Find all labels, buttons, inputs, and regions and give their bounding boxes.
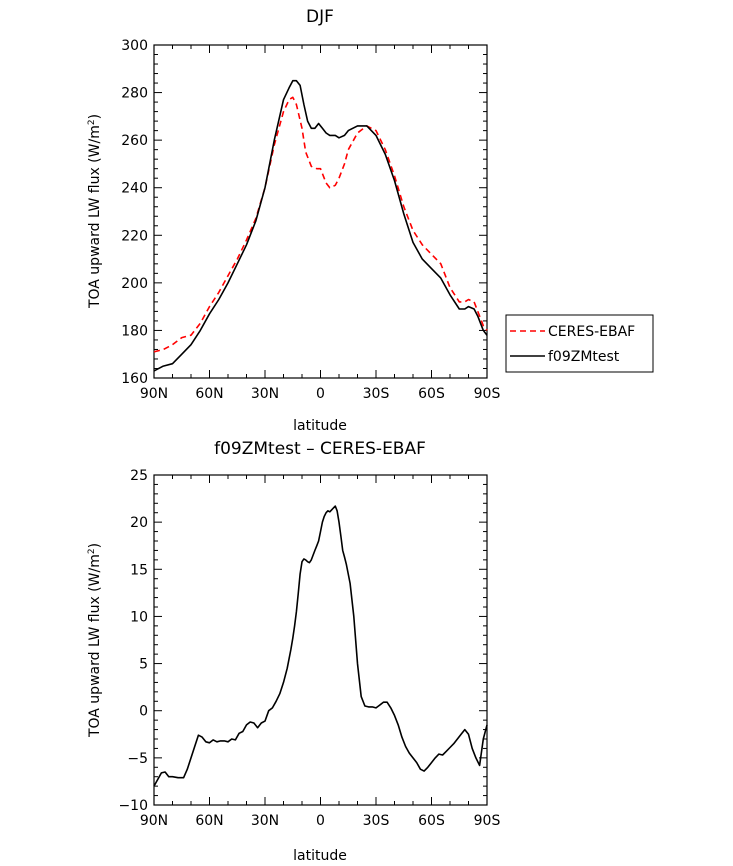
top-x-tick-label: 0 [316,386,325,402]
bottom-y-axis-label: TOA upward LW flux (W/m2) [87,543,103,738]
top-x-tick-label: 90N [140,386,168,402]
top-y-axis-label: TOA upward LW flux (W/m2) [87,114,103,309]
top-y-tick-label: 260 [121,133,148,149]
bottom-line-series-0 [153,505,488,787]
bottom-y-axis-label-main: TOA upward LW flux (W/m [87,554,103,738]
top-y-tick-label: 280 [121,86,148,102]
legend-label-ceres: CERES-EBAF [548,324,635,340]
top-y-axis-label-sup: 2 [87,119,97,125]
bottom-y-tick-label: −5 [127,751,148,767]
top-x-tick-label: 90S [474,386,501,402]
bottom-panel: f09ZMtest – CERES-EBAF 90N 60N 30N 0 30S 60S 9… [87,439,500,864]
top-y-axis-label-main: TOA upward LW flux (W/m [87,125,103,309]
bottom-y-axis-label-close: ) [87,543,103,548]
legend: CERES-EBAF f09ZMtest [505,314,654,373]
bottom-x-tick-label: 60S [418,813,445,829]
bottom-chart-title: f09ZMtest – CERES-EBAF [214,439,426,459]
bottom-axis-ticks: 90N 60N 30N 0 30S 60S 90S −10 −5 0 5 10 15 20 25 [118,468,500,829]
legend-box [505,314,654,373]
top-x-tick-label: 30N [251,386,279,402]
top-chart-title: DJF [306,7,334,27]
top-y-tick-label: 160 [121,371,148,387]
top-line-ceres-ebaf [153,96,488,353]
top-panel: DJF 90N 60N 30N 0 30S 60S 90S 160 180 200 220 240 26… [87,7,654,434]
bottom-y-tick-label: −10 [118,798,148,814]
top-y-tick-label: 240 [121,181,148,197]
bottom-y-tick-label: 25 [130,468,148,484]
top-plot-frame [153,44,488,379]
bottom-x-tick-label: 60N [195,813,223,829]
bottom-x-tick-label: 90S [474,813,501,829]
bottom-x-tick-label: 30N [251,813,279,829]
top-y-tick-label: 220 [121,228,148,244]
top-line-f09zmtest [153,79,488,372]
bottom-y-tick-label: 10 [130,609,148,625]
top-x-tick-label: 60S [418,386,445,402]
bottom-y-axis-label-sup: 2 [87,548,97,554]
top-series-group [153,79,488,372]
bottom-y-tick-label: 20 [130,515,148,531]
bottom-x-tick-label: 0 [316,813,325,829]
top-x-tick-label: 60N [195,386,223,402]
bottom-x-axis-label: latitude [293,848,347,864]
legend-label-model: f09ZMtest [548,349,620,365]
top-y-tick-label: 200 [121,276,148,292]
top-y-tick-label: 180 [121,323,148,339]
bottom-x-tick-label: 90N [140,813,168,829]
top-y-axis-label-close: ) [87,114,103,119]
bottom-y-tick-label: 5 [139,657,148,673]
top-y-tick-label: 300 [121,38,148,54]
top-axis-ticks: 90N 60N 30N 0 30S 60S 90S 160 180 200 220 240 260 280… [121,38,500,402]
bottom-x-tick-label: 30S [363,813,390,829]
bottom-y-tick-label: 0 [139,704,148,720]
top-x-axis-label: latitude [293,418,347,434]
bottom-y-tick-label: 15 [130,562,148,578]
bottom-series-group [153,505,488,787]
top-x-tick-label: 30S [363,386,390,402]
